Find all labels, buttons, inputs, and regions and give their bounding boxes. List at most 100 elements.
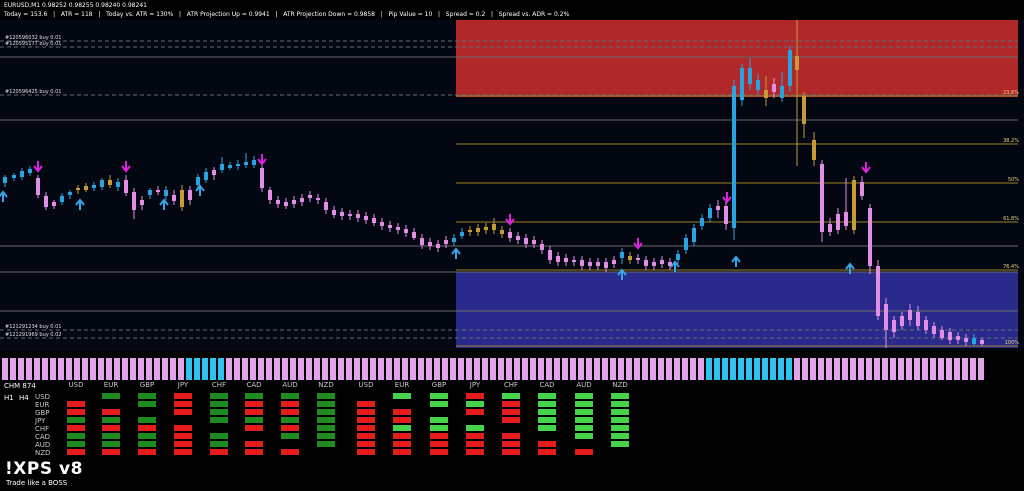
strength-bar	[730, 358, 736, 380]
strength-bar	[434, 358, 440, 380]
candle-body	[20, 171, 24, 177]
candle	[20, 168, 24, 180]
candle-body	[444, 240, 448, 244]
candle	[668, 258, 672, 270]
strength-bar	[98, 358, 104, 380]
strength-bar	[706, 358, 712, 380]
heat-cell	[538, 393, 556, 399]
candle-body	[732, 86, 736, 228]
heat-cell	[575, 417, 593, 423]
strength-bar	[266, 358, 272, 380]
heat-cell	[102, 425, 120, 431]
strength-bar	[746, 358, 752, 380]
buy-arrow-icon	[617, 268, 627, 280]
strength-bar	[10, 358, 16, 380]
heat-cell	[210, 401, 228, 407]
heat-cell	[174, 393, 192, 399]
arrow-head	[617, 268, 627, 276]
candle-body	[140, 200, 144, 205]
arrow-head	[257, 158, 267, 166]
strength-bar	[802, 358, 808, 380]
heat-cell	[393, 393, 411, 399]
heat-cell	[611, 401, 629, 407]
heat-cell	[138, 449, 156, 455]
strength-bar	[482, 358, 488, 380]
strength-bar	[562, 358, 568, 380]
app-slogan: Trade like a BOSS	[6, 479, 68, 487]
heat-cell	[281, 417, 299, 423]
candle	[564, 254, 568, 266]
candle-body	[908, 310, 912, 320]
fib-label: 38.2%	[1003, 138, 1019, 144]
row-label: CAD	[35, 433, 51, 441]
candle-body	[676, 254, 680, 260]
heat-cell	[138, 417, 156, 423]
candle-body	[196, 177, 200, 185]
candle-body	[780, 86, 784, 98]
candle-body	[564, 258, 568, 262]
candle	[308, 191, 312, 202]
candle	[500, 226, 504, 238]
strength-bar	[714, 358, 720, 380]
strength-bar	[722, 358, 728, 380]
strength-bar	[290, 358, 296, 380]
candle-body	[644, 260, 648, 266]
heat-cell	[245, 409, 263, 415]
candle	[44, 192, 48, 210]
heat-cell	[430, 449, 448, 455]
strength-bar	[274, 358, 280, 380]
strength-bar	[402, 358, 408, 380]
symbol-quote: EURUSD,M1 0.98252 0.98255 0.98240 0.9824…	[4, 2, 147, 9]
strength-bar	[842, 358, 848, 380]
strength-bar	[498, 358, 504, 380]
candle-body	[340, 212, 344, 216]
candle-body	[820, 164, 824, 232]
heat-cell	[67, 441, 85, 447]
app-logo: !XPS v8	[5, 459, 83, 479]
strength-bar	[834, 358, 840, 380]
strength-bar	[282, 358, 288, 380]
heat-cell	[67, 417, 85, 423]
heat-cell	[210, 409, 228, 415]
strength-bar	[514, 358, 520, 380]
candle	[180, 185, 184, 211]
candle	[876, 260, 880, 320]
candle	[52, 200, 56, 209]
candle-body	[884, 304, 888, 330]
heat-cell	[67, 425, 85, 431]
currency-header: EUR	[103, 381, 119, 389]
currency-header: GBP	[431, 381, 447, 389]
strength-bar	[602, 358, 608, 380]
strength-bar	[458, 358, 464, 380]
candle-body	[3, 177, 7, 183]
candle	[884, 298, 888, 348]
candle	[92, 182, 96, 191]
candle	[452, 234, 456, 246]
candle-body	[756, 80, 760, 90]
strength-bar	[874, 358, 880, 380]
currency-header: USD	[68, 381, 84, 389]
heat-cell	[538, 449, 556, 455]
candle-body	[172, 195, 176, 201]
candle	[332, 206, 336, 218]
candle-body	[500, 230, 504, 234]
strength-bar	[546, 358, 552, 380]
heat-cell	[393, 441, 411, 447]
strength-bar	[466, 358, 472, 380]
strength-bar	[250, 358, 256, 380]
heat-cell	[102, 393, 120, 399]
currency-header: CHF	[503, 381, 519, 389]
strength-bar	[946, 358, 952, 380]
candle-body	[452, 238, 456, 242]
strength-bar	[386, 358, 392, 380]
strength-bar	[810, 358, 816, 380]
heat-cell	[210, 393, 228, 399]
candle	[420, 234, 424, 249]
heat-cell	[102, 409, 120, 415]
strength-bar	[778, 358, 784, 380]
price-chart[interactable]: 23.6% 38.2% 50% 61.8% 76.4% 100% #120596032 bu…	[0, 20, 1024, 351]
strength-bar	[338, 358, 344, 380]
row-label: USD	[35, 393, 50, 401]
currency-header: GBP	[139, 381, 155, 389]
strength-bar	[866, 358, 872, 380]
